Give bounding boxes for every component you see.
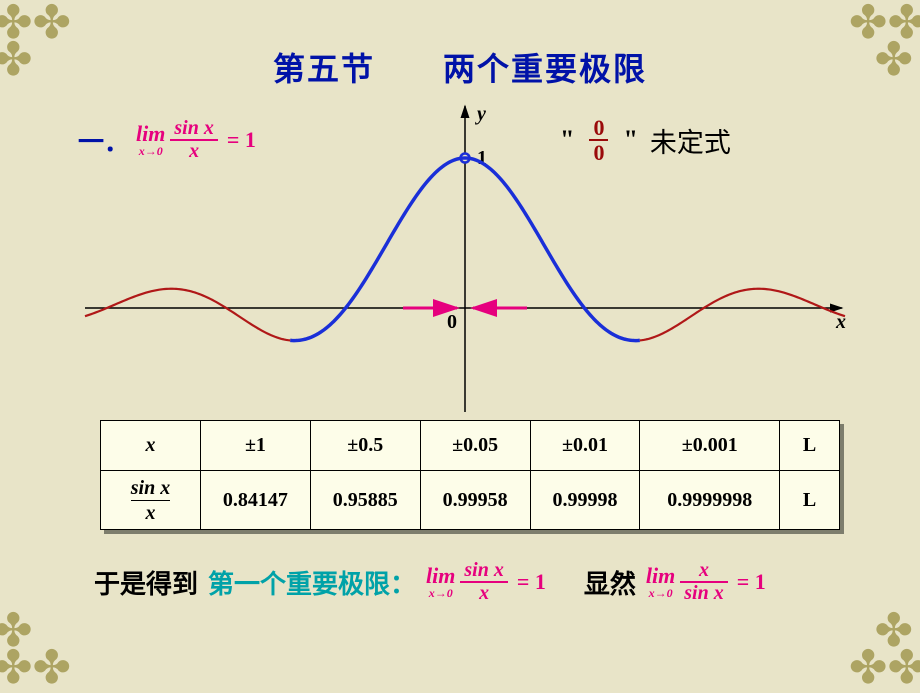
- table-header-val: ±0.01: [530, 421, 640, 471]
- table-row-val: 0.99998: [530, 471, 640, 530]
- conclusion-line: 于是得到 第一个重要极限： lim x→0 sin x x = 1 显然 lim…: [94, 560, 860, 604]
- table-header-val: ±0.001: [640, 421, 780, 471]
- conclusion-intro: 于是得到: [94, 564, 198, 601]
- limit-expr-2: lim x→0 sin x x = 1: [426, 560, 546, 604]
- table-row-tail: L: [780, 471, 840, 530]
- sinc-curve-right-tail: [640, 289, 845, 341]
- decor-bottom-left: ✤✤✤: [0, 612, 71, 686]
- sinc-plot: yx01: [80, 98, 850, 418]
- table-row-label: sin xx: [101, 471, 201, 530]
- table-row-val: 0.95885: [310, 471, 420, 530]
- limit-expr-3: lim x→0 x sin x = 1: [646, 560, 766, 604]
- page-title: 第五节 两个重要极限: [0, 44, 920, 90]
- y-axis-label: y: [475, 103, 486, 125]
- table-row-val: 0.9999998: [640, 471, 780, 530]
- conclusion-key: 第一个重要极限：: [208, 564, 416, 601]
- table-row-val: 0.99958: [420, 471, 530, 530]
- table-header-val: ±0.05: [420, 421, 530, 471]
- table-row-val: 0.84147: [201, 471, 311, 530]
- table-header-x: x: [101, 421, 201, 471]
- table-header-val: ±0.5: [310, 421, 420, 471]
- decor-bottom-right: ✤✤✤: [849, 612, 920, 686]
- table-header-tail: L: [780, 421, 840, 471]
- sinc-curve-left-tail: [85, 289, 290, 341]
- origin-label: 0: [447, 311, 457, 333]
- value-table: x±1±0.5±0.05±0.01±0.001L sin xx 0.841470…: [100, 420, 840, 530]
- obviously-label: 显然: [584, 564, 636, 601]
- table-header-val: ±1: [201, 421, 311, 471]
